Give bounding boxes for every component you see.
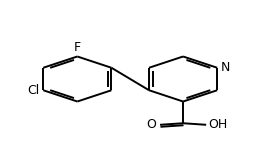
- Text: O: O: [147, 118, 156, 131]
- Text: Cl: Cl: [27, 84, 39, 97]
- Text: N: N: [221, 61, 230, 74]
- Text: F: F: [74, 41, 81, 54]
- Text: OH: OH: [208, 118, 228, 131]
